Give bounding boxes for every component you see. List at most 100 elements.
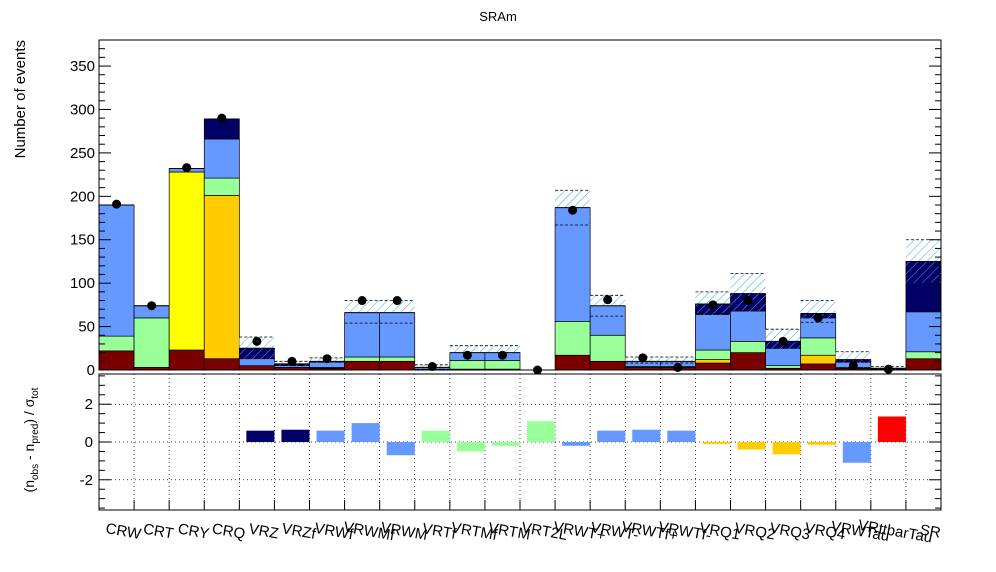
pull-bar [562,442,591,446]
y-tick-label: 250 [70,145,95,162]
x-category-label: VRWf [313,520,355,544]
stack-segment [344,360,381,371]
stack-segment [98,350,135,371]
stack-segment [730,310,766,342]
error-band-upper [765,329,801,342]
data-point [182,163,192,173]
error-band-lower [765,341,801,354]
x-category-label: VRQ3 [768,520,811,544]
error-band-upper [449,345,485,353]
stack-segment [695,349,731,360]
data-point [638,353,648,363]
pull-bar [246,430,275,442]
stack-segment [554,354,591,371]
data-point [848,361,858,371]
data-point [883,364,893,374]
pull-bar [456,442,485,452]
stack-segment [695,314,731,351]
y-tick-label: 200 [70,188,95,205]
data-point [252,336,262,346]
x-category-label: VRQ4 [803,520,846,544]
ratio-label-sub: tot [30,387,41,398]
stack-segment [133,317,170,368]
x-category-label: CRY [177,520,211,542]
ratio-label-part: - n [21,444,37,464]
pull-bar [527,421,556,442]
ratio-y-axis-label: (nobs - npred) / σtot [21,387,41,492]
stack-segment [98,204,135,337]
stack-segment [379,356,416,362]
stack-segment [554,321,591,356]
data-point [603,295,613,305]
bottom-panel: -2 0 2 [80,373,942,511]
x-category-label: VRQ1 [698,520,741,544]
pull-bar [702,442,731,444]
pull-bar [351,423,380,442]
stack-segment [800,337,837,356]
stack-segment [730,352,766,371]
pull-bar [667,430,696,442]
ratio-label-sub: obs [30,464,41,480]
pull-bar [316,430,345,442]
pull-bar [772,442,801,455]
stack-segment [238,358,275,367]
pull-bar [597,430,626,442]
stack-segment [589,334,626,362]
error-band-lower [239,348,275,360]
error-band-upper [800,300,836,314]
stack-segment [905,311,942,353]
data-point [813,313,823,323]
error-band-lower [344,312,380,325]
stack-segment [203,195,240,360]
x-category-label: SR [919,521,943,541]
stack-segment [765,365,802,369]
error-band-upper [835,351,871,360]
ratio-label-part: ) / σ [21,398,37,423]
stack-segment [800,363,837,371]
x-category-label: VRZf [280,520,317,543]
ratio-y-tick-label: 0 [85,434,93,451]
data-point [778,336,788,346]
y-tick-label: 100 [70,275,95,292]
error-band-upper [730,273,766,294]
data-point [708,300,718,310]
pull-bar [737,442,766,450]
error-band-lower [625,361,661,366]
pull-bar [421,430,450,442]
error-band-upper [484,345,520,353]
x-category-label: CRT [142,521,175,543]
error-band-upper [379,300,415,313]
data-point [147,301,157,311]
stack-segment [168,171,205,351]
pull-bar [807,442,836,445]
data-point [392,296,402,306]
ratio-y-tick-label: -2 [80,472,93,489]
stack-segment [238,365,275,371]
data-point [462,350,472,360]
y-tick-label: 350 [70,58,95,75]
x-category-label: CRW [104,520,143,543]
stack-segment [484,360,521,370]
error-band-upper [344,300,380,313]
data-point [743,296,753,306]
y-tick-label: 50 [78,319,95,336]
stack-segment [168,349,205,371]
stack-segment [203,358,240,371]
y-tick-label: 300 [70,101,95,118]
data-point [673,362,683,372]
chart-title: SRAm [479,9,517,24]
data-point [112,199,122,209]
data-point [322,354,332,364]
data-point [427,362,437,372]
error-band-lower [555,207,591,225]
stack-segment [730,340,766,353]
error-band-lower [379,312,415,325]
x-category-label: CRQ [211,520,247,543]
top-panel: 0 50 100 150 200 250 300 350 [70,39,942,379]
error-band-lower [905,261,941,284]
y-tick-label: 0 [87,362,95,379]
y-tick-label: 150 [70,232,95,249]
stack-segment [449,360,486,370]
